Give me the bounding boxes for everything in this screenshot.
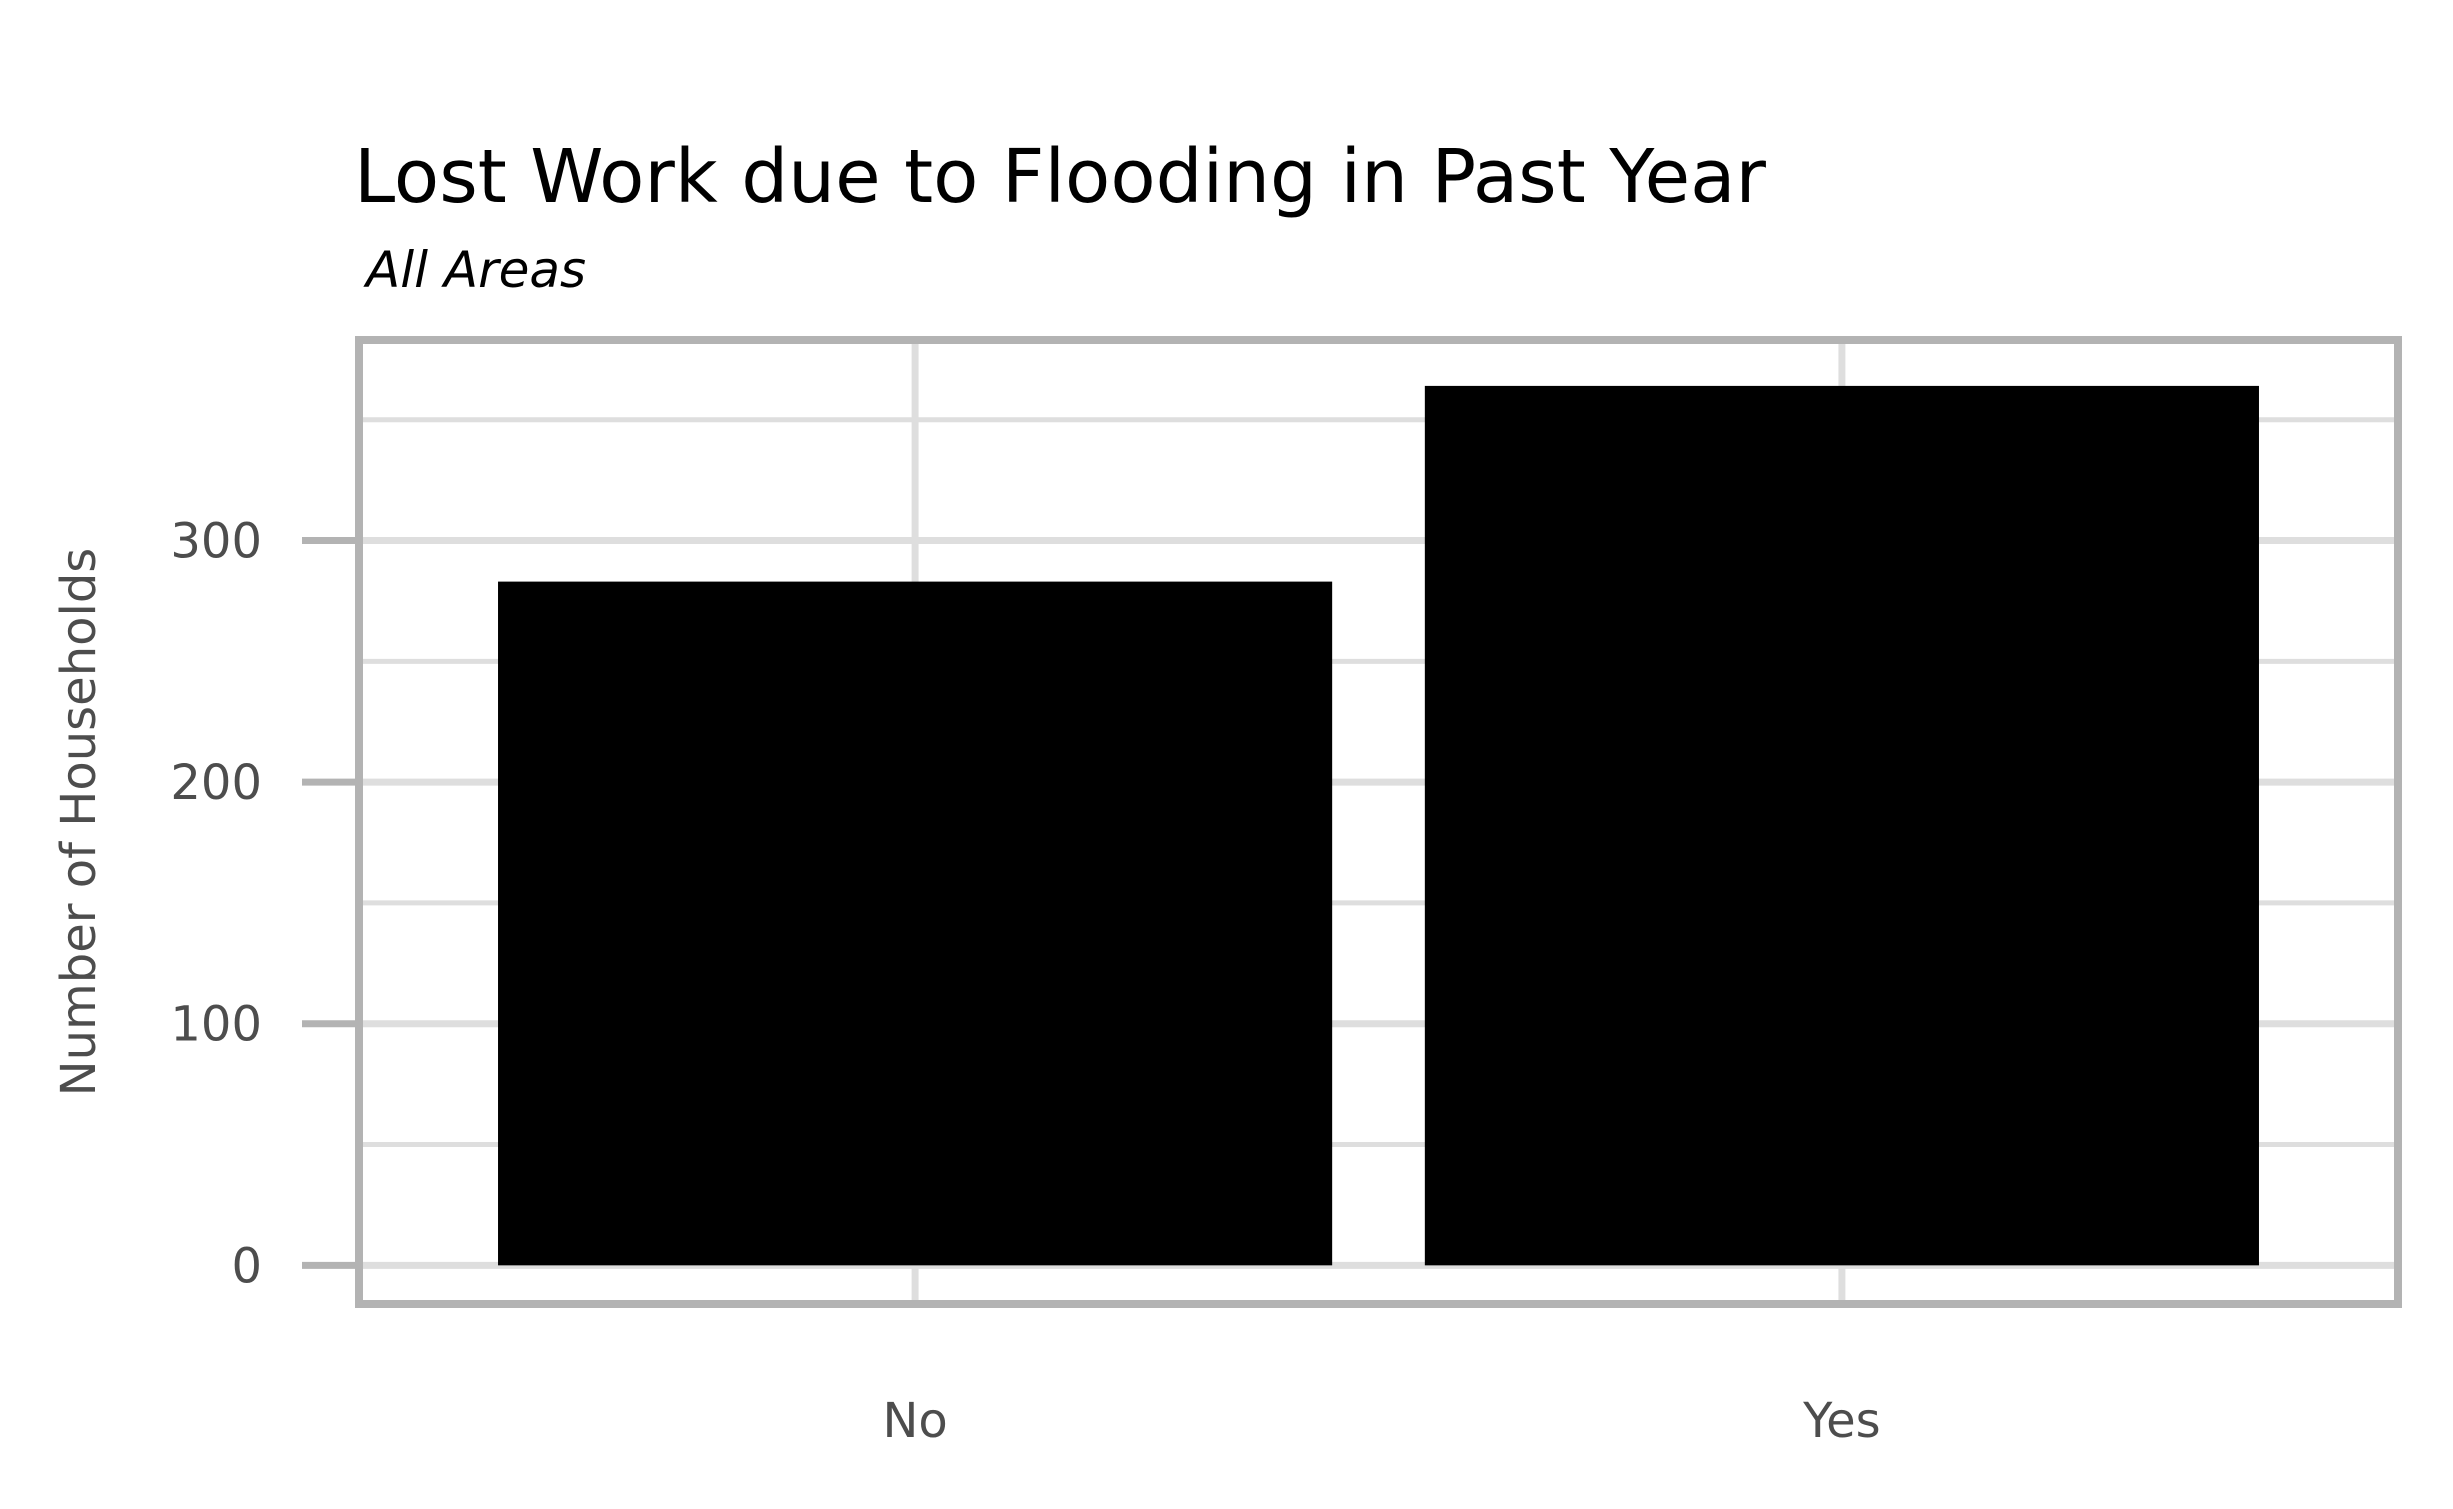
x-tick-label: Yes [1802,1393,1880,1449]
bar-no [498,581,1333,1266]
y-tick-label: 200 [170,755,262,811]
y-tick-label: 0 [231,1238,262,1294]
y-tick-label: 100 [170,997,262,1053]
y-axis: 0 100 200 300 [170,514,355,1294]
chart-title: Lost Work due to Flooding in Past Year [354,134,1767,220]
bars [498,385,2259,1266]
y-tick-label: 300 [170,514,262,570]
bar-yes [1424,385,2259,1266]
chart-subtitle: All Areas [363,241,586,299]
panel-border [355,336,2402,1308]
x-axis: No Yes [882,1393,1880,1449]
y-axis-title: Number of Households [51,548,107,1097]
x-tick-label: No [882,1393,947,1449]
